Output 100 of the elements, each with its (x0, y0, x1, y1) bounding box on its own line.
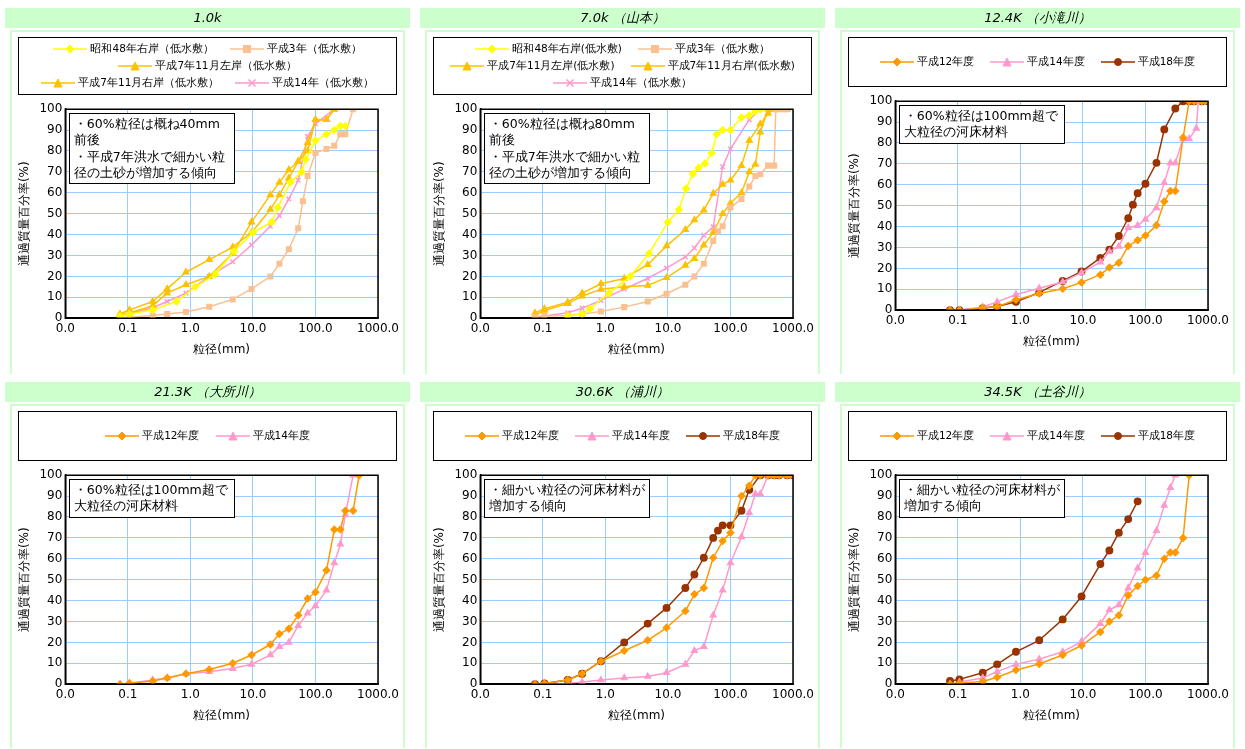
y-tick-label: 40 (461, 592, 477, 607)
x-tick-label: 100.0 (1127, 686, 1163, 701)
x-tick-label: 1.0 (1010, 312, 1030, 327)
legend-label: 平成14年度 (612, 429, 670, 443)
y-tick-label: 70 (876, 530, 892, 545)
legend-label: 平成18年度 (1137, 55, 1196, 69)
y-tick-label: 20 (46, 268, 62, 283)
y-tick-label: 50 (46, 571, 62, 586)
legend-label: 平成18年度 (1137, 429, 1196, 443)
legend-label: 平成14年（低水敷） (590, 76, 692, 90)
x-tick-label: 100.0 (297, 320, 333, 335)
x-tick-label: 10.0 (239, 320, 266, 335)
x-tick-label: 10.0 (1069, 312, 1096, 327)
x-tick-label: 0.0 (470, 320, 490, 335)
x-tick-label: 0.1 (947, 312, 967, 327)
y-tick-label: 10 (876, 655, 892, 670)
x-tick-label: 10.0 (654, 320, 681, 335)
y-tick-label: 10 (876, 281, 892, 296)
x-tick-label: 1000.0 (1186, 312, 1229, 327)
y-tick-label: 20 (46, 634, 62, 649)
chart-title: 34.5K （土谷川） (835, 382, 1240, 402)
x-tick-label: 10.0 (654, 686, 681, 701)
y-tick-label: 70 (461, 530, 477, 545)
y-tick-label: 90 (46, 122, 62, 137)
annotation: ・平成7年洪水で細かい粒径の土砂が増加する傾向 (73, 148, 226, 182)
chart-title: 1.0k (5, 8, 410, 28)
y-tick-label: 90 (46, 488, 62, 503)
y-tick-label: 80 (46, 509, 62, 524)
y-tick-label: 80 (461, 143, 477, 158)
x-tick-label: 1.0 (180, 320, 200, 335)
y-tick-label: 80 (876, 509, 892, 524)
y-axis-title: 通過質量百分率(%) (846, 527, 861, 633)
y-tick-label: 10 (46, 289, 62, 304)
annotation: ・60%粒径は100mm超で大粒径の河床材料 (903, 108, 1059, 141)
y-tick-label: 90 (876, 114, 892, 129)
x-tick-label: 0.1 (947, 686, 967, 701)
x-tick-label: 100.0 (1127, 312, 1163, 327)
chart-title: 12.4K （小滝川） (835, 8, 1240, 28)
y-tick-label: 90 (461, 488, 477, 503)
x-axis-title: 粒径(mm) (607, 707, 665, 722)
x-tick-label: 1.0 (595, 320, 615, 335)
x-axis-title: 粒径(mm) (192, 707, 250, 722)
y-tick-label: 60 (46, 550, 62, 565)
x-tick-label: 1000.0 (356, 320, 399, 335)
y-axis-title: 通過質量百分率(%) (431, 161, 446, 267)
y-tick-label: 30 (46, 613, 62, 628)
y-tick-label: 60 (876, 176, 892, 191)
x-tick-label: 0.0 (55, 320, 75, 335)
legend-label: 平成12年度 (142, 429, 200, 443)
y-tick-label: 100 (453, 467, 477, 482)
x-tick-label: 1000.0 (356, 686, 399, 701)
y-tick-label: 40 (46, 226, 62, 241)
annotation: ・細かい粒径の河床材料が増加する傾向 (488, 482, 645, 515)
y-tick-label: 50 (461, 205, 477, 220)
y-tick-label: 80 (461, 509, 477, 524)
y-tick-label: 100 (38, 467, 62, 482)
y-tick-label: 40 (876, 218, 892, 233)
x-tick-label: 1000.0 (1186, 686, 1229, 701)
y-tick-label: 20 (461, 634, 477, 649)
y-tick-label: 70 (46, 164, 62, 179)
legend-label: 平成7年11月右岸（低水敷） (78, 76, 220, 90)
y-tick-label: 40 (876, 592, 892, 607)
x-axis-title: 粒径(mm) (192, 341, 250, 356)
y-tick-label: 80 (46, 143, 62, 158)
x-tick-label: 100.0 (297, 686, 333, 701)
y-tick-label: 80 (876, 135, 892, 150)
legend-label: 平成7年11月右岸(低水敷) (667, 59, 795, 73)
legend-label: 平成14年度 (1027, 55, 1085, 69)
legend-label: 平成7年11月左岸（低水敷） (155, 59, 297, 73)
annotation: ・細かい粒径の河床材料が増加する傾向 (903, 482, 1060, 515)
x-tick-label: 0.1 (532, 320, 552, 335)
y-tick-label: 60 (876, 550, 892, 565)
legend-label: 平成12年度 (916, 55, 975, 69)
legend-label: 平成14年（低水敷） (272, 76, 374, 90)
legend-label: 平成7年11月左岸(低水敷) (487, 59, 615, 73)
legend-label: 平成3年（低水敷） (674, 42, 770, 56)
x-axis-title: 粒径(mm) (1022, 707, 1080, 722)
y-tick-label: 10 (46, 655, 62, 670)
y-tick-label: 50 (876, 197, 892, 212)
x-tick-label: 0.1 (117, 686, 137, 701)
chart-title: 21.3K （大所川） (5, 382, 410, 402)
y-tick-label: 30 (46, 247, 62, 262)
y-tick-label: 20 (876, 634, 892, 649)
y-tick-label: 50 (46, 205, 62, 220)
y-tick-label: 70 (876, 156, 892, 171)
y-tick-label: 70 (461, 164, 477, 179)
chart-title: 7.0k （山本） (420, 8, 825, 28)
y-tick-label: 100 (453, 101, 477, 116)
y-tick-label: 90 (461, 122, 477, 137)
x-axis-title: 粒径(mm) (607, 341, 665, 356)
legend-label: 平成14年度 (252, 429, 310, 443)
y-tick-label: 20 (461, 268, 477, 283)
x-tick-label: 0.0 (470, 686, 490, 701)
y-axis-title: 通過質量百分率(%) (431, 527, 446, 633)
x-axis-title: 粒径(mm) (1022, 333, 1080, 348)
x-tick-label: 0.0 (55, 686, 75, 701)
y-tick-label: 100 (38, 101, 62, 116)
y-tick-label: 30 (876, 613, 892, 628)
y-tick-label: 20 (876, 260, 892, 275)
x-tick-label: 100.0 (712, 686, 748, 701)
